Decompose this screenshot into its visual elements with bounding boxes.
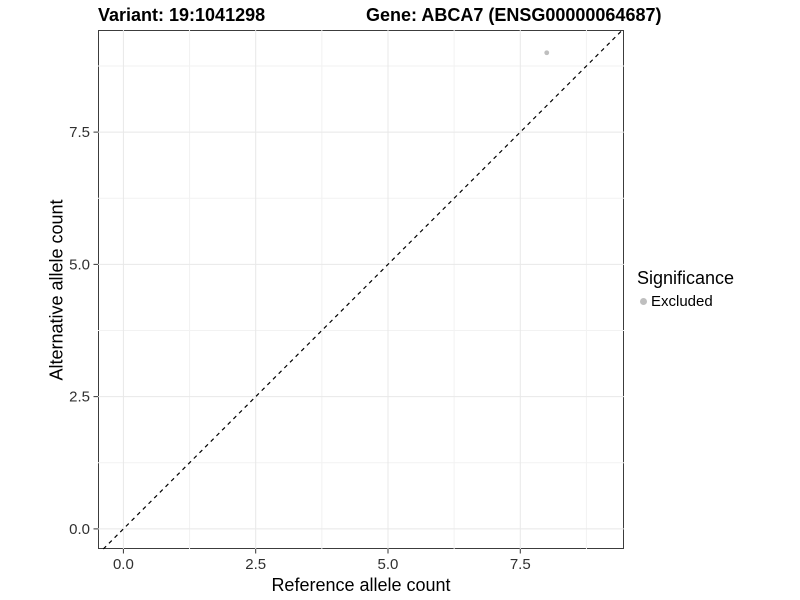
legend-title: Significance: [637, 268, 735, 288]
y-tick-label: 7.5: [69, 124, 90, 141]
x-tick-label: 7.5: [510, 556, 531, 573]
plot-panel: 0.0 2.5 5.0 7.5 0.0 2.5 5.0 7.5: [69, 29, 624, 573]
x-tick-label: 0.0: [113, 556, 134, 573]
y-axis-label: Alternative allele count: [46, 199, 67, 381]
identity-dashed-line: [102, 29, 623, 550]
x-tick-label: 2.5: [245, 556, 266, 573]
legend: Significance Excluded: [637, 267, 734, 312]
data-point: [544, 50, 550, 56]
y-tick-label: 2.5: [69, 389, 90, 406]
legend-item-excluded: Excluded: [637, 291, 734, 312]
plot-title-gene: Gene: ABCA7 (ENSG00000064687): [366, 5, 662, 25]
legend-point-icon: [640, 298, 647, 305]
x-tick-label: 5.0: [378, 556, 399, 573]
y-tick-label: 0.0: [69, 521, 90, 538]
legend-item-label: Excluded: [651, 293, 713, 310]
y-tick-label: 5.0: [69, 256, 90, 273]
x-axis-label: Reference allele count: [271, 575, 451, 595]
plot-title-variant: Variant: 19:1041298: [98, 5, 266, 25]
plot-area: 0.0 2.5 5.0 7.5 0.0 2.5 5.0 7.5: [69, 29, 624, 573]
